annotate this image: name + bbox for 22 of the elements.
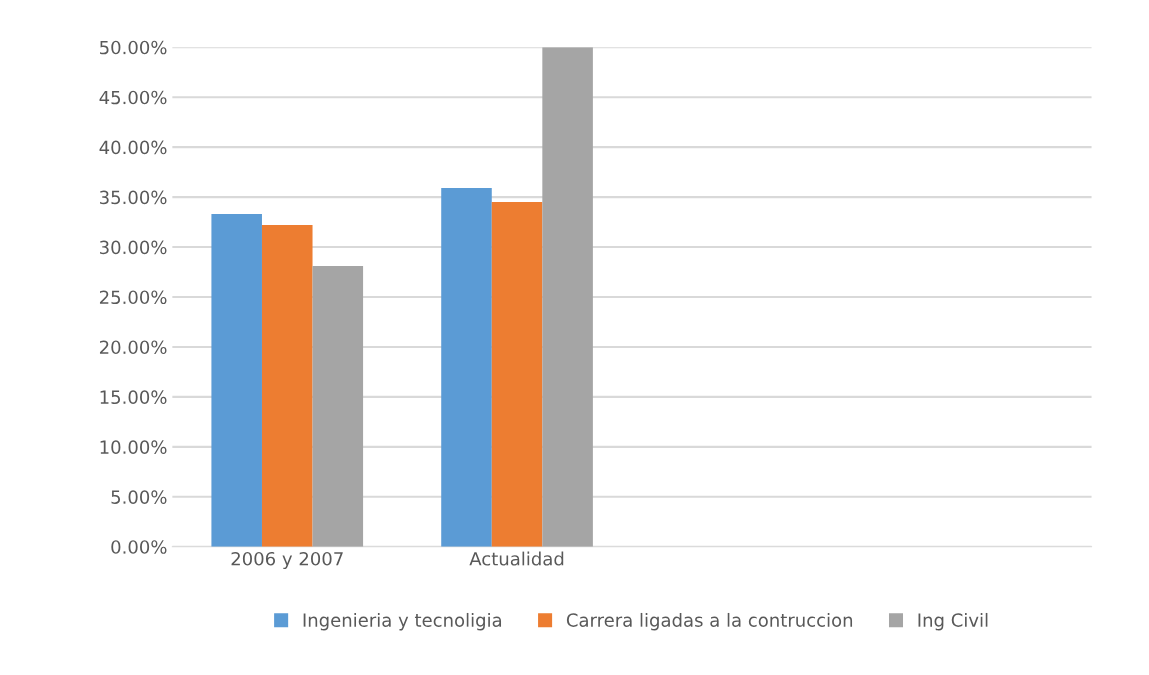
y-tick-label: 40.00% [99, 140, 167, 155]
y-tick-label: 5.00% [111, 490, 167, 504]
x-tick-label: 2006 y 2007 [231, 551, 343, 570]
y-tick-label: 20.00% [99, 340, 167, 355]
y-tick-label: 25.00% [99, 290, 167, 305]
bar [312, 266, 364, 547]
y-tick-label: 0.00% [111, 540, 167, 554]
bar [441, 188, 492, 547]
legend-label: Ing Civil [918, 612, 988, 631]
x-tick-label: Actualidad [469, 551, 564, 566]
bar [542, 47, 593, 547]
bar [261, 225, 313, 547]
bar [211, 214, 262, 547]
y-tick-label: 35.00% [100, 190, 167, 205]
y-tick-label: 10.00% [100, 440, 167, 454]
legend-label: Carrera ligadas a la contruccion [566, 612, 853, 631]
y-tick-label: 30.00% [100, 240, 167, 255]
y-tick-label: 15.00% [100, 390, 167, 405]
y-tick-label: 45.00% [99, 90, 167, 105]
legend-label: Ingenieria y tecnoligia [303, 612, 502, 631]
bar [491, 202, 543, 547]
y-tick-label: 50.00% [100, 40, 167, 55]
